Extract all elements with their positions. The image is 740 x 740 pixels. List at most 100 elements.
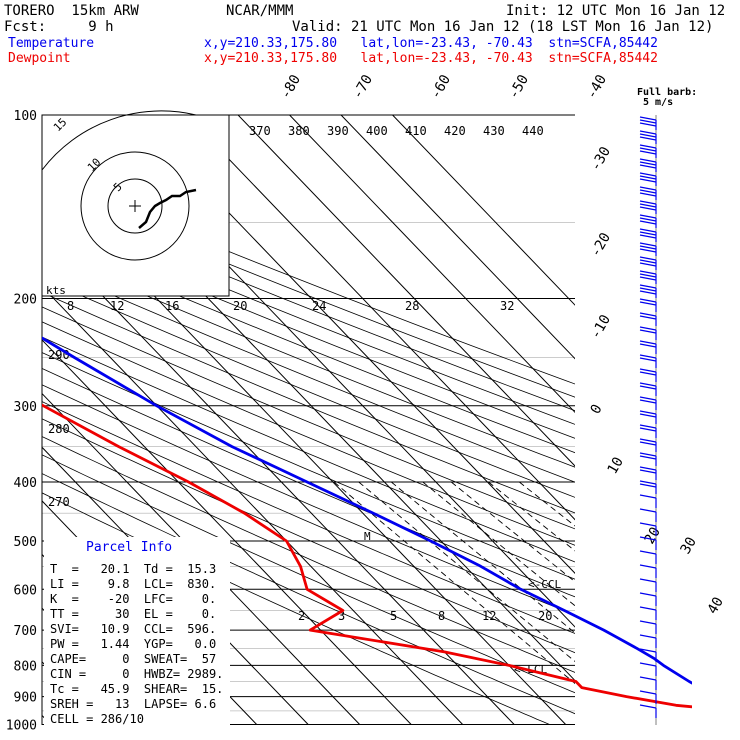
parcel-row: CIN = 0 HWBZ= 2989.	[50, 667, 224, 681]
wind-barb	[639, 634, 657, 648]
mixing-ratio-label: 8	[438, 609, 445, 623]
barb-flag	[639, 116, 657, 121]
barb-flag	[639, 634, 657, 639]
barb-flag	[639, 455, 657, 460]
barb-flag	[639, 508, 657, 513]
wind-barb	[639, 550, 657, 564]
barb-flag	[639, 178, 657, 183]
barb-flag	[639, 245, 657, 250]
wind-barb	[639, 452, 657, 466]
isotherm-label: 10	[605, 454, 627, 477]
speed-axis-label: 32	[500, 299, 514, 313]
barb-flag	[639, 270, 657, 275]
wind-barb	[639, 116, 657, 130]
barb-flag	[639, 144, 657, 149]
barb-flag	[639, 483, 657, 488]
wind-barb	[639, 676, 657, 690]
barb-flag	[639, 382, 657, 387]
speed-axis-label: 8	[67, 299, 74, 313]
barb-flag	[639, 186, 657, 191]
wind-barb	[639, 704, 657, 718]
isotherm-label: -50	[506, 72, 533, 102]
barb-flag	[639, 343, 657, 348]
wind-barb	[639, 326, 657, 340]
theta-label: 430	[483, 124, 505, 138]
barb-flag	[639, 385, 657, 390]
pressure-tick-label: 700	[14, 624, 37, 639]
pressure-tick-label: 300	[14, 400, 37, 415]
annotation-m: M	[364, 530, 371, 543]
init-time: Init: 12 UTC Mon 16 Jan 12	[506, 3, 726, 19]
barb-flag	[639, 206, 657, 211]
wind-barb	[639, 438, 657, 452]
wind-barb	[639, 480, 657, 494]
parcel-row: CELL = 286/10	[50, 712, 144, 726]
isotherm-label: -60	[428, 72, 455, 102]
wind-barb	[639, 690, 657, 704]
hodograph-ring	[107, 178, 163, 234]
barb-flag	[639, 175, 657, 180]
theta-label: 420	[444, 124, 466, 138]
parcel-row: K = -20 LFC= 0.	[50, 592, 217, 606]
pressure-tick-label: 800	[14, 659, 37, 674]
barb-flag	[639, 371, 657, 376]
barb-flag	[639, 620, 657, 625]
isotherm-label: 40	[705, 594, 727, 617]
wind-barb	[639, 172, 657, 186]
pressure-tick-label: 200	[14, 292, 37, 307]
dewpoint-legend: Dewpoint	[8, 51, 71, 66]
barb-flag	[639, 329, 657, 334]
barb-flag	[639, 399, 657, 404]
barb-flag	[639, 469, 657, 474]
wind-barb	[639, 606, 657, 620]
barb-flag	[639, 136, 657, 141]
mixing-ratio-label: 3	[338, 609, 345, 623]
isotherm-label: -70	[350, 72, 377, 102]
barb-flag	[639, 662, 657, 667]
center-title: NCAR/MMM	[226, 3, 294, 19]
hodograph-kts-label: kts	[46, 284, 66, 297]
temperature-legend: Temperature	[8, 36, 95, 51]
isotherm-label: 30	[678, 534, 700, 557]
wind-barb	[639, 396, 657, 410]
barb-flag	[639, 441, 657, 446]
barb-flag	[639, 396, 657, 401]
isotherm-line	[186, 115, 575, 521]
parcel-row: SVI= 10.9 CCL= 596.	[50, 622, 217, 636]
isotherm-line	[237, 115, 575, 467]
barb-flag	[639, 130, 657, 135]
barb-flag	[639, 122, 657, 127]
wind-barb	[639, 256, 657, 270]
parcel-row: Tc = 45.9 SHEAR= 15.	[50, 682, 224, 696]
mixing-ratio-label: 20	[538, 609, 552, 623]
isotherm-label: -40	[584, 72, 611, 102]
barb-flag	[639, 704, 657, 709]
wind-barbs	[639, 115, 657, 725]
barb-flag	[639, 276, 657, 281]
barb-flag	[639, 161, 657, 166]
speed-axis-label: 20	[233, 299, 247, 313]
barb-flag	[639, 147, 657, 152]
mixing-ratio-label: 12	[482, 609, 496, 623]
pressure-tick-label: 1000	[6, 719, 37, 734]
barb-flag	[639, 410, 657, 415]
wind-barb	[639, 410, 657, 424]
wind-barb	[639, 144, 657, 158]
hodograph-ring	[80, 151, 190, 261]
barb-flag	[639, 287, 657, 292]
wind-barb	[639, 270, 657, 284]
barb-flag	[639, 133, 657, 138]
isotherm-label: 0	[588, 402, 606, 417]
theta-label: 380	[288, 124, 310, 138]
theta-label: 390	[327, 124, 349, 138]
barb-flag	[639, 217, 657, 222]
wind-barb	[639, 382, 657, 396]
wind-barb	[639, 284, 657, 298]
theta-label: 400	[366, 124, 388, 138]
isotherm-label: -10	[588, 312, 615, 342]
wind-barb	[639, 662, 657, 676]
barb-flag	[639, 228, 657, 233]
barb-legend-unit: 5 m/s	[643, 97, 674, 108]
speed-axis-label: 24	[312, 299, 326, 313]
